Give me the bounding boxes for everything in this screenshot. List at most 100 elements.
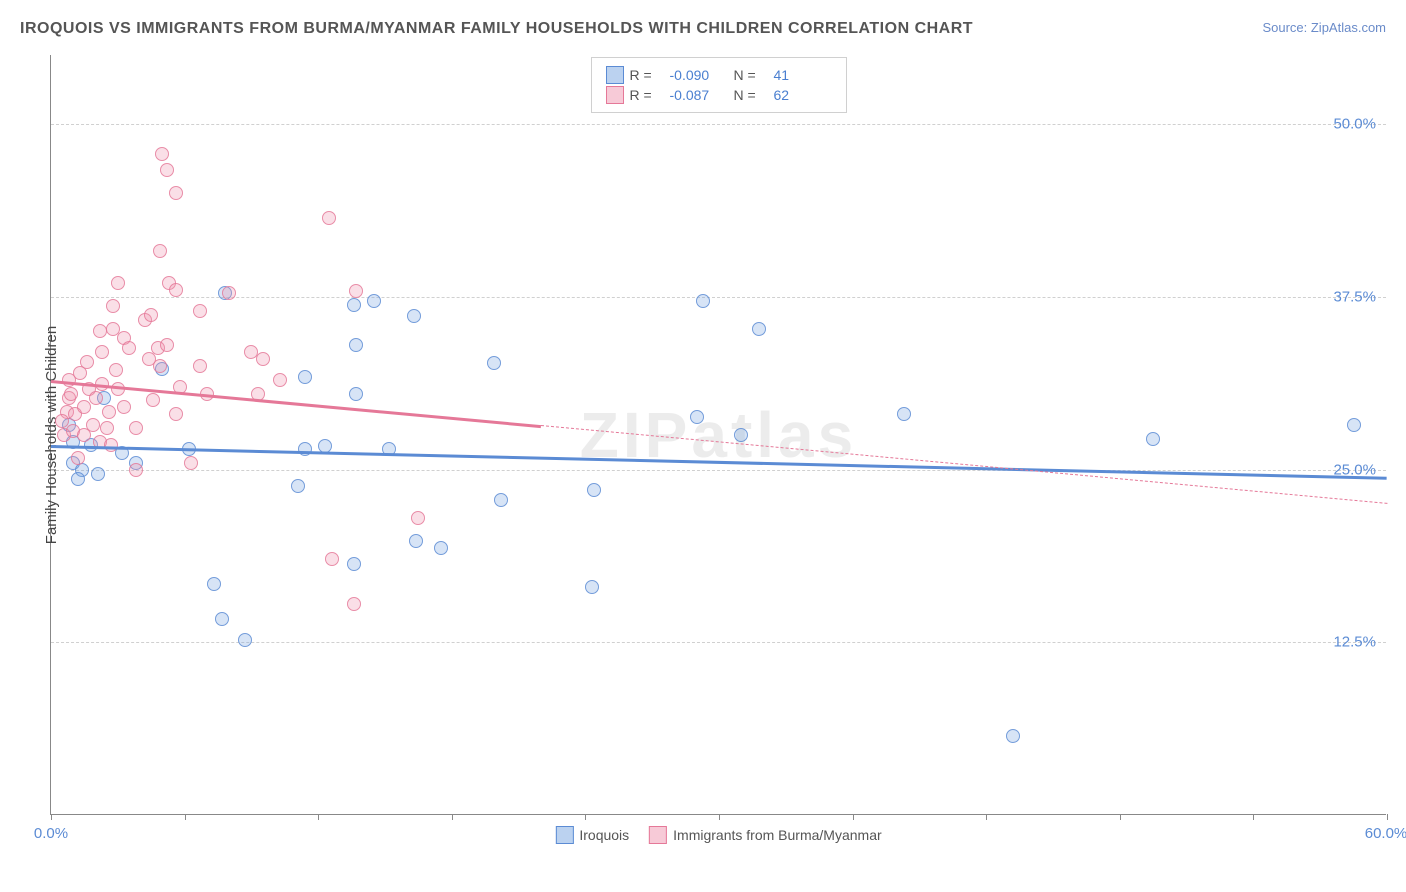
data-point — [71, 472, 85, 486]
x-tick — [1253, 814, 1254, 820]
n-value: 41 — [774, 67, 832, 83]
y-tick-label: 50.0% — [1333, 116, 1376, 133]
grid-line — [51, 642, 1386, 643]
data-point — [411, 511, 425, 525]
data-point — [298, 442, 312, 456]
swatch-pink-icon — [649, 826, 667, 844]
x-tick — [719, 814, 720, 820]
data-point — [71, 451, 85, 465]
data-point — [585, 580, 599, 594]
x-tick — [452, 814, 453, 820]
data-point — [298, 370, 312, 384]
data-point — [109, 363, 123, 377]
data-point — [64, 387, 78, 401]
data-point — [193, 359, 207, 373]
legend-series: Iroquois Immigrants from Burma/Myanmar — [555, 826, 881, 844]
data-point — [752, 322, 766, 336]
data-point — [487, 356, 501, 370]
swatch-blue-icon — [606, 66, 624, 84]
data-point — [102, 405, 116, 419]
data-point — [111, 276, 125, 290]
data-point — [117, 400, 131, 414]
data-point — [1006, 729, 1020, 743]
data-point — [349, 387, 363, 401]
data-point — [215, 612, 229, 626]
data-point — [325, 552, 339, 566]
data-point — [144, 308, 158, 322]
legend-item-iroquois: Iroquois — [555, 826, 629, 844]
data-point — [409, 534, 423, 548]
data-point — [349, 338, 363, 352]
data-point — [169, 407, 183, 421]
data-point — [1146, 432, 1160, 446]
data-point — [347, 557, 361, 571]
x-tick — [318, 814, 319, 820]
data-point — [222, 286, 236, 300]
chart-container: IROQUOIS VS IMMIGRANTS FROM BURMA/MYANMA… — [20, 20, 1386, 872]
data-point — [129, 421, 143, 435]
data-point — [696, 294, 710, 308]
data-point — [494, 493, 508, 507]
trend-line-extrapolated — [541, 425, 1387, 504]
data-point — [193, 304, 207, 318]
data-point — [89, 391, 103, 405]
data-point — [291, 479, 305, 493]
data-point — [160, 338, 174, 352]
data-point — [347, 298, 361, 312]
legend-label: Iroquois — [579, 827, 629, 843]
swatch-blue-icon — [555, 826, 573, 844]
y-tick-label: 12.5% — [1333, 634, 1376, 651]
x-tick — [1120, 814, 1121, 820]
data-point — [367, 294, 381, 308]
x-tick — [1387, 814, 1388, 820]
data-point — [146, 393, 160, 407]
y-tick-label: 37.5% — [1333, 288, 1376, 305]
r-value: -0.090 — [670, 67, 728, 83]
data-point — [587, 483, 601, 497]
data-point — [86, 418, 100, 432]
x-tick — [986, 814, 987, 820]
legend-item-burma: Immigrants from Burma/Myanmar — [649, 826, 881, 844]
legend-label: Immigrants from Burma/Myanmar — [673, 827, 881, 843]
data-point — [106, 299, 120, 313]
source-link[interactable]: Source: ZipAtlas.com — [1262, 20, 1386, 35]
x-tick — [585, 814, 586, 820]
n-label: N = — [734, 87, 768, 103]
trend-line — [51, 445, 1387, 479]
data-point — [80, 355, 94, 369]
data-point — [273, 373, 287, 387]
data-point — [77, 400, 91, 414]
data-point — [184, 456, 198, 470]
data-point — [207, 577, 221, 591]
data-point — [160, 163, 174, 177]
x-tick — [185, 814, 186, 820]
x-tick — [51, 814, 52, 820]
data-point — [1347, 418, 1361, 432]
data-point — [91, 467, 105, 481]
data-point — [347, 597, 361, 611]
n-label: N = — [734, 67, 768, 83]
r-value: -0.087 — [670, 87, 728, 103]
data-point — [690, 410, 704, 424]
r-label: R = — [630, 67, 664, 83]
legend-row-burma: R = -0.087 N = 62 — [606, 86, 832, 104]
x-max-label: 60.0% — [1365, 825, 1406, 842]
chart-title: IROQUOIS VS IMMIGRANTS FROM BURMA/MYANMA… — [20, 20, 1386, 38]
data-point — [122, 341, 136, 355]
data-point — [734, 428, 748, 442]
legend-correlation: R = -0.090 N = 41 R = -0.087 N = 62 — [591, 57, 847, 113]
data-point — [129, 463, 143, 477]
plot-area: Family Households with Children ZIPatlas… — [50, 55, 1386, 815]
data-point — [407, 309, 421, 323]
data-point — [153, 244, 167, 258]
grid-line — [51, 470, 1386, 471]
data-point — [238, 633, 252, 647]
swatch-pink-icon — [606, 86, 624, 104]
x-tick — [853, 814, 854, 820]
data-point — [153, 359, 167, 373]
grid-line — [51, 124, 1386, 125]
data-point — [897, 407, 911, 421]
data-point — [169, 186, 183, 200]
data-point — [111, 382, 125, 396]
data-point — [155, 147, 169, 161]
